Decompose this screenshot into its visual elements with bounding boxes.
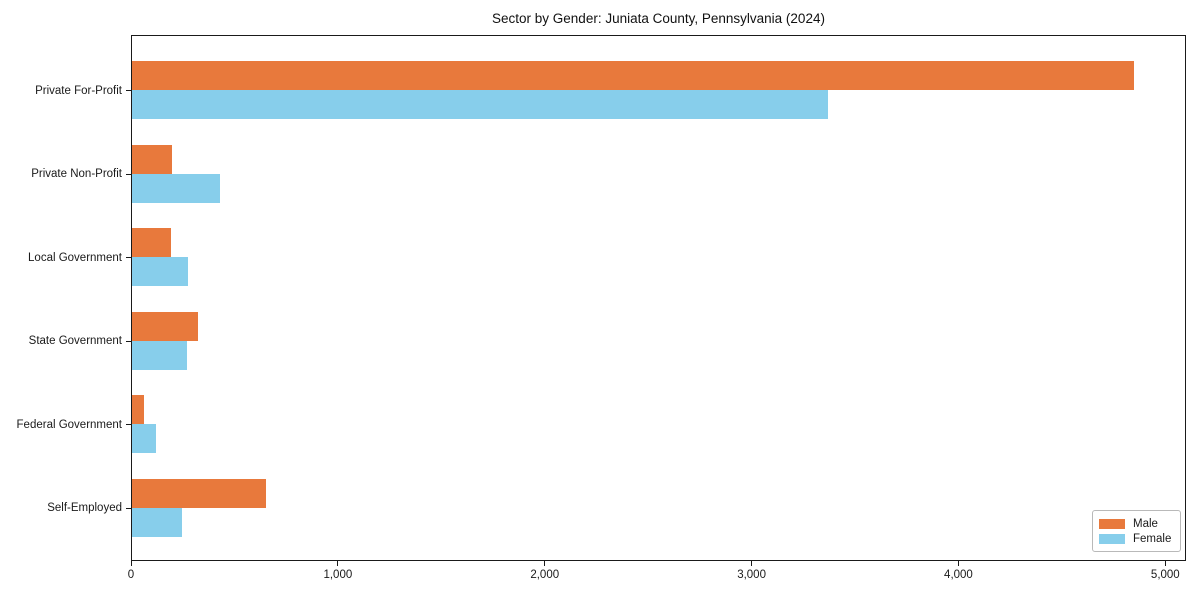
- bar-female-private-for-profit: [132, 90, 829, 119]
- x-tick-mark-3-000: [751, 561, 753, 566]
- x-tick-mark-1-000: [337, 561, 339, 566]
- x-tick-label-3-000: 3,000: [737, 569, 766, 581]
- y-category-label-local-government: Local Government: [28, 251, 122, 264]
- legend-item-male: Male: [1099, 516, 1173, 531]
- bar-male-federal-government: [132, 395, 145, 424]
- y-tick-mark-private-for-profit: [126, 90, 131, 91]
- legend-item-female: Female: [1099, 531, 1173, 546]
- y-category-label-private-for-profit: Private For-Profit: [35, 84, 122, 97]
- legend-label-female: Female: [1133, 532, 1172, 545]
- bar-male-self-employed: [132, 478, 267, 508]
- y-category-label-state-government: State Government: [28, 335, 122, 347]
- bar-female-local-government: [132, 257, 188, 286]
- bar-female-self-employed: [132, 507, 182, 537]
- legend-swatch-female: [1099, 533, 1125, 544]
- plot-area: [131, 35, 1186, 561]
- bar-male-private-non-profit: [132, 144, 173, 174]
- x-tick-label-2-000: 2,000: [530, 569, 560, 581]
- legend: Male Female: [1092, 510, 1181, 552]
- x-tick-label-5-000: 5,000: [1150, 569, 1180, 581]
- y-category-label-self-employed: Self-Employed: [47, 502, 122, 514]
- x-tick-mark-2-000: [544, 561, 546, 566]
- y-category-label-private-non-profit: Private Non-Profit: [31, 168, 122, 180]
- legend-label-male: Male: [1133, 517, 1158, 530]
- y-tick-mark-private-non-profit: [126, 173, 131, 175]
- bar-male-local-government: [132, 228, 172, 257]
- y-tick-mark-local-government: [126, 257, 131, 258]
- y-category-label-federal-government: Federal Government: [16, 418, 122, 431]
- x-tick-label-4-000: 4,000: [944, 569, 973, 581]
- x-tick-mark-0: [130, 561, 132, 566]
- x-tick-label-0: 0: [127, 569, 135, 581]
- x-tick-label-1-000: 1,000: [323, 569, 353, 581]
- x-tick-mark-5-000: [1164, 561, 1166, 566]
- bar-male-state-government: [132, 311, 199, 341]
- bar-female-federal-government: [132, 424, 156, 453]
- chart-title: Sector by Gender: Juniata County, Pennsy…: [492, 11, 825, 26]
- y-tick-mark-federal-government: [126, 424, 131, 425]
- legend-swatch-male: [1099, 518, 1125, 529]
- y-tick-mark-self-employed: [126, 507, 131, 509]
- bar-female-private-non-profit: [132, 173, 220, 203]
- bar-male-private-for-profit: [132, 61, 1135, 90]
- y-tick-mark-state-government: [126, 340, 131, 342]
- x-tick-mark-4-000: [957, 561, 959, 566]
- bar-female-state-government: [132, 340, 187, 370]
